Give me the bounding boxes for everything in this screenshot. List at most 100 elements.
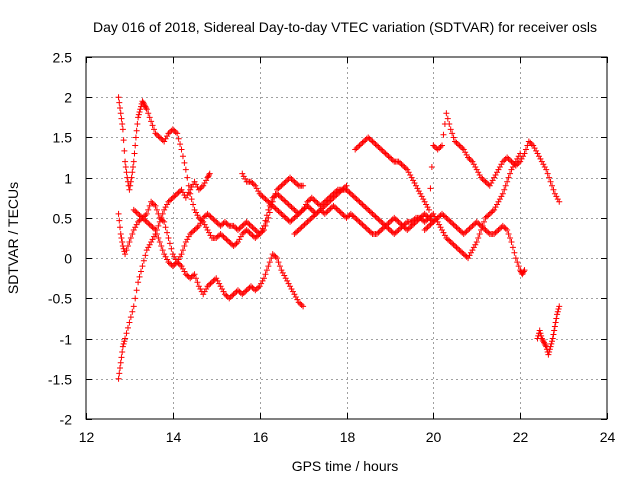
data-point <box>255 188 262 195</box>
data-point <box>130 158 137 165</box>
data-point <box>207 280 214 287</box>
data-point <box>291 214 298 221</box>
data-point <box>178 251 185 258</box>
data-point <box>521 150 528 157</box>
data-point <box>185 233 192 240</box>
data-point <box>421 218 428 225</box>
data-point <box>540 338 547 345</box>
data-point <box>242 288 249 295</box>
data-point <box>127 235 134 241</box>
data-point <box>185 189 192 196</box>
data-point <box>544 170 551 177</box>
data-point <box>533 147 540 154</box>
data-point <box>206 171 213 178</box>
data-point <box>198 184 205 191</box>
data-point <box>207 232 214 239</box>
data-point <box>494 169 501 176</box>
data-point <box>146 202 153 209</box>
data-point <box>151 233 158 240</box>
data-point <box>423 225 430 232</box>
data-point <box>418 216 425 223</box>
data-point <box>453 139 460 146</box>
data-point <box>236 225 243 232</box>
data-point <box>197 220 204 227</box>
data-point <box>271 252 278 259</box>
data-point <box>200 182 207 189</box>
x-tick-label: 14 <box>166 429 182 445</box>
data-point <box>287 202 294 209</box>
data-point <box>297 225 304 232</box>
data-point <box>501 186 508 193</box>
data-point <box>204 226 211 233</box>
data-point <box>282 178 289 185</box>
data-point <box>139 214 146 221</box>
data-point <box>122 163 129 170</box>
data-point <box>457 228 464 235</box>
data-point <box>276 263 283 270</box>
data-point <box>398 221 405 228</box>
data-point <box>203 285 210 292</box>
data-point <box>130 163 137 170</box>
data-point <box>211 217 218 224</box>
x-tick-label: 12 <box>79 429 95 445</box>
data-point <box>382 222 389 229</box>
series-track-g <box>352 110 563 213</box>
data-point <box>179 247 186 254</box>
data-point <box>410 177 417 184</box>
data-point <box>551 323 558 330</box>
data-point <box>133 127 140 134</box>
data-point <box>137 268 144 275</box>
data-point <box>226 239 233 246</box>
data-point <box>243 226 250 233</box>
data-point <box>324 208 331 215</box>
data-point <box>278 194 285 201</box>
data-point <box>363 225 370 232</box>
data-point <box>452 138 459 145</box>
data-point <box>425 222 432 229</box>
x-tick-label: 16 <box>253 429 269 445</box>
data-point <box>336 189 343 196</box>
data-point <box>128 174 135 181</box>
gridlines <box>86 57 607 419</box>
data-point <box>408 222 415 229</box>
data-point <box>213 275 220 282</box>
data-point <box>119 243 126 250</box>
data-point <box>486 210 493 217</box>
data-point <box>496 225 503 232</box>
data-point <box>549 338 556 345</box>
data-point <box>498 193 505 200</box>
data-point <box>444 216 451 223</box>
data-point <box>178 263 185 270</box>
data-point <box>343 214 350 221</box>
data-point <box>394 228 401 235</box>
data-point <box>206 229 213 236</box>
data-point <box>149 236 156 243</box>
data-point <box>355 197 362 204</box>
data-point <box>378 146 385 153</box>
data-point <box>239 291 246 298</box>
data-point <box>308 214 315 221</box>
data-point <box>268 255 275 262</box>
data-point <box>320 204 327 211</box>
data-point <box>507 170 514 177</box>
data-point <box>491 174 498 181</box>
data-point <box>258 192 265 199</box>
data-point <box>279 181 286 188</box>
data-point <box>492 204 499 211</box>
data-point <box>427 221 434 228</box>
data-point <box>124 243 131 250</box>
data-point <box>182 166 189 173</box>
data-point <box>118 354 125 361</box>
data-point <box>509 244 516 251</box>
data-point <box>292 180 299 187</box>
data-point <box>177 188 184 195</box>
data-point <box>310 208 317 215</box>
data-point <box>119 121 126 128</box>
data-point <box>269 251 276 258</box>
data-point <box>350 193 357 200</box>
data-point <box>547 343 554 350</box>
data-point <box>444 236 451 243</box>
data-point <box>556 198 563 205</box>
data-point <box>376 217 383 224</box>
data-point <box>437 224 444 231</box>
